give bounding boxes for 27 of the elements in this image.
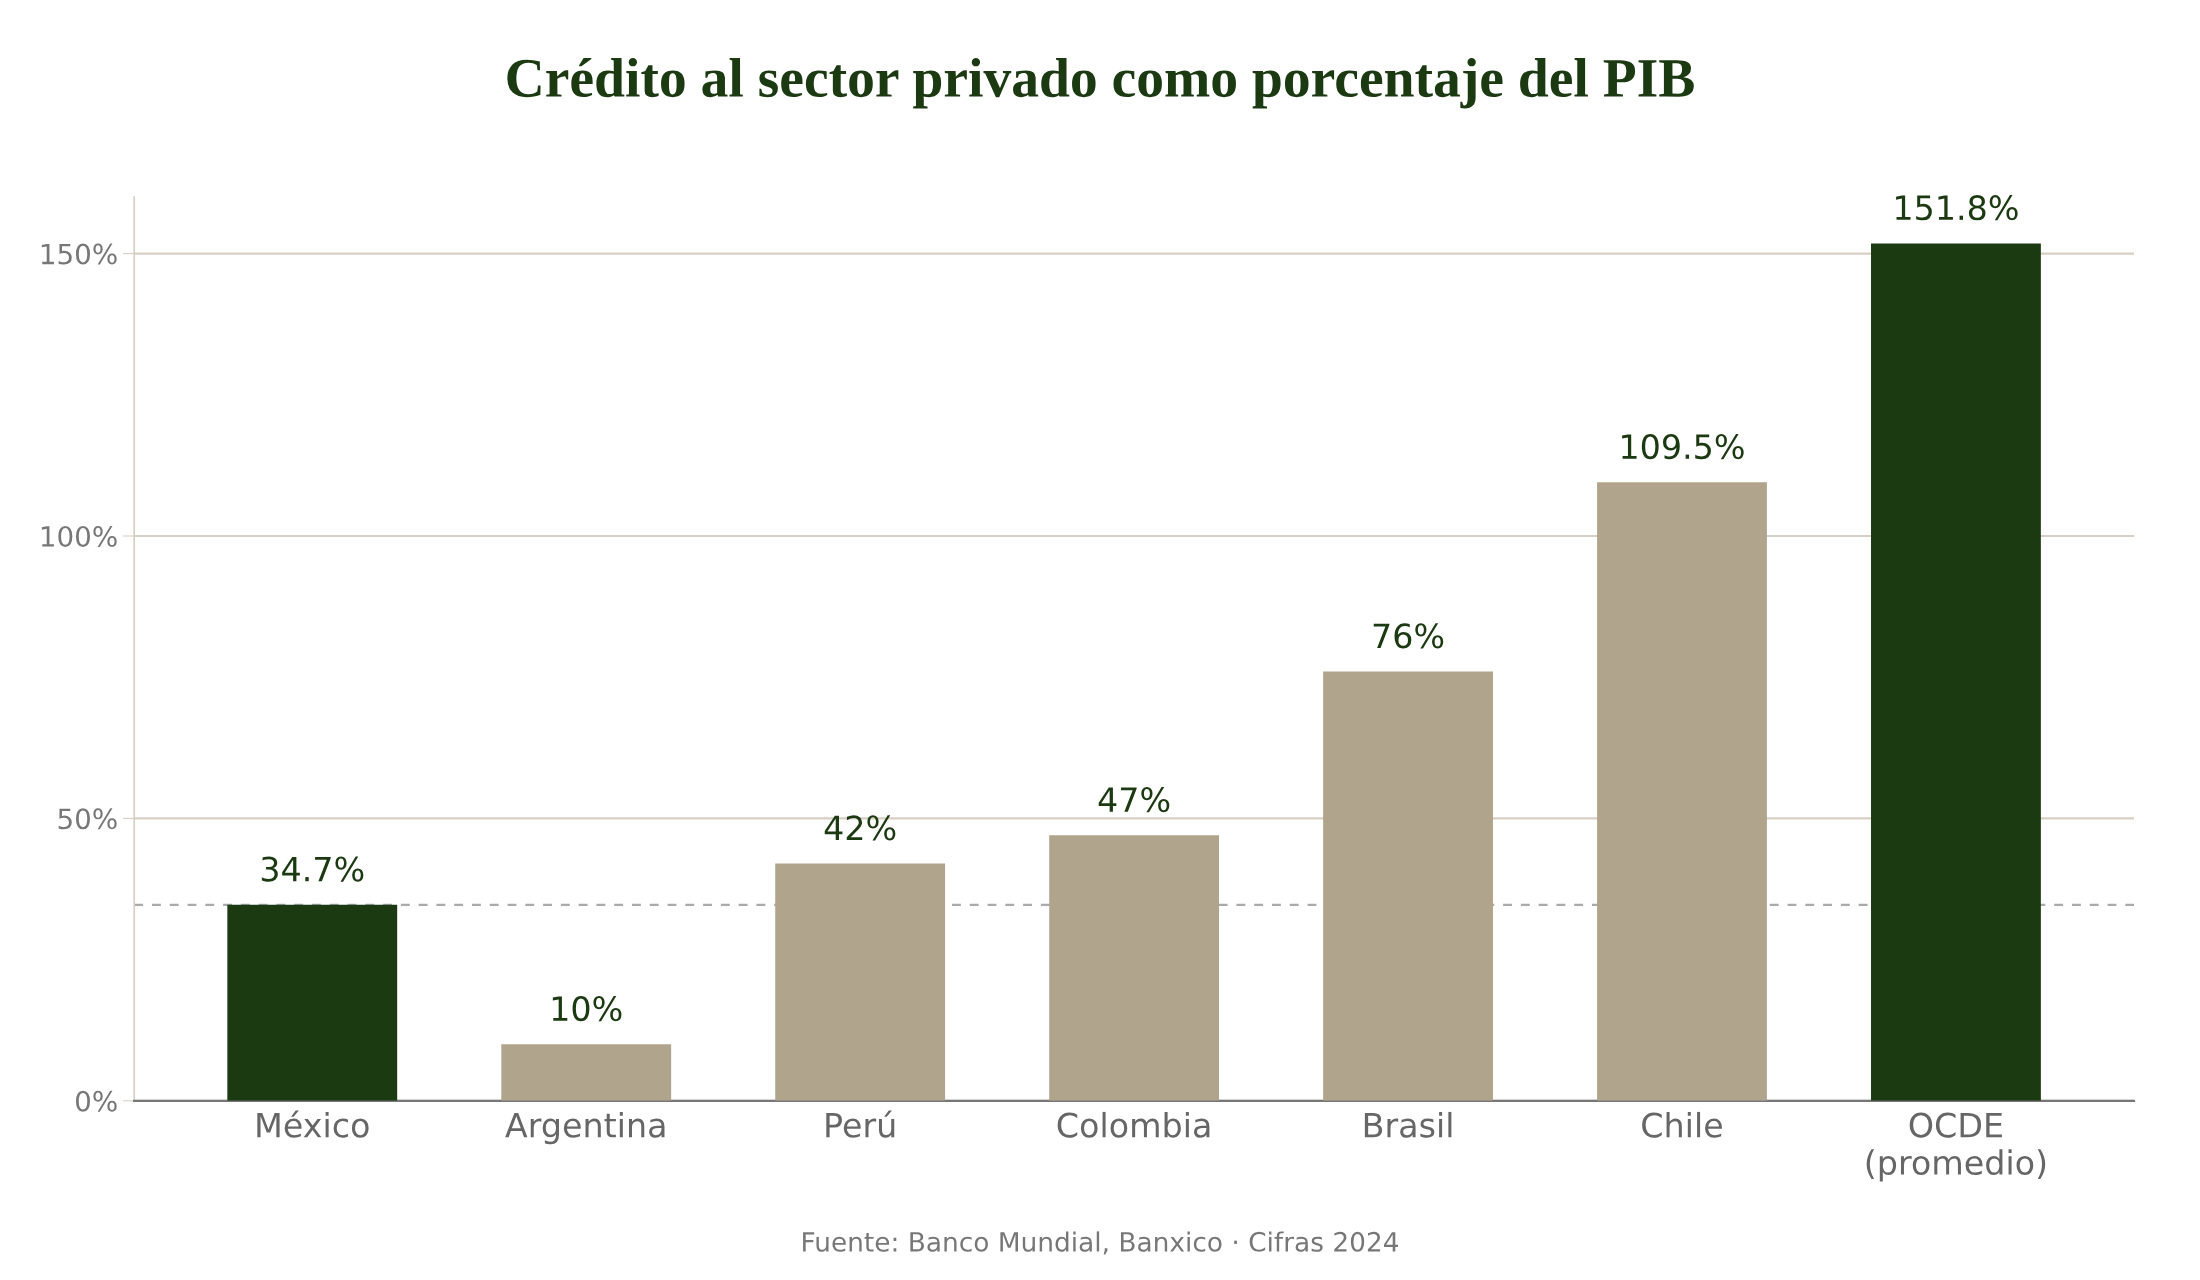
x-tick-label: Brasil xyxy=(1364,1111,1452,1138)
bar xyxy=(227,904,398,1101)
y-tick-label: 50% xyxy=(58,808,117,830)
data-label: 47% xyxy=(1098,787,1170,813)
x-tick-label: Chile xyxy=(1642,1111,1722,1138)
bar xyxy=(1049,835,1220,1101)
x-tick-label: Perú xyxy=(826,1110,895,1138)
data-label: 151.8% xyxy=(1896,195,2018,221)
y-tick-label: 150% xyxy=(41,243,117,265)
data-label: 76% xyxy=(1373,623,1444,649)
bar xyxy=(501,1044,672,1101)
bar xyxy=(1323,671,1493,1101)
bar xyxy=(775,863,946,1101)
x-tick-label: Colombia xyxy=(1057,1111,1210,1138)
x-tick-label: México xyxy=(257,1110,369,1138)
x-tick-label: Argentina xyxy=(505,1111,665,1145)
bar xyxy=(1871,243,2041,1101)
bar xyxy=(1597,482,1767,1101)
data-label: 42% xyxy=(824,815,896,841)
x-tick-label: OCDE (promedio) xyxy=(1866,1112,2046,1182)
source-note: Fuente: Banco Mundial, Banxico · Cifras 2024 xyxy=(803,1231,1399,1255)
data-label: 34.7% xyxy=(261,856,364,882)
data-label: 109.5% xyxy=(1622,434,1744,460)
data-label: 10% xyxy=(552,995,622,1022)
y-tick-label: 100% xyxy=(41,525,117,547)
chart-title: Crédito al sector privado como porcentaje del PIB xyxy=(507,57,1694,109)
y-tick-label: 0% xyxy=(75,1090,117,1112)
